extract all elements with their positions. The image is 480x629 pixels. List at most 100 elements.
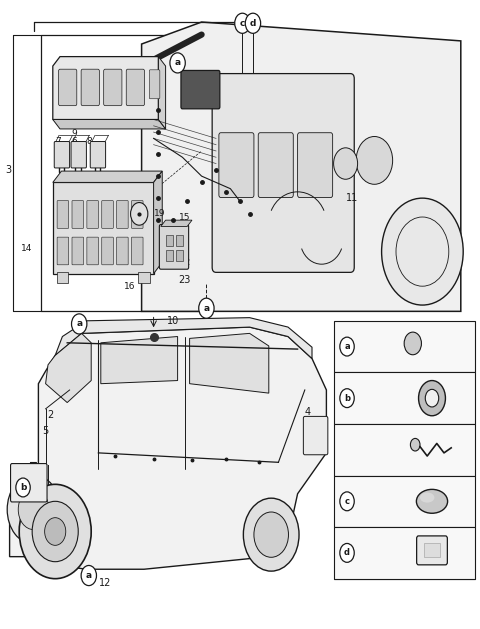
Text: 2: 2 [47, 410, 54, 420]
FancyBboxPatch shape [159, 225, 189, 269]
Text: 12: 12 [99, 578, 112, 588]
Polygon shape [46, 333, 91, 403]
Text: a: a [76, 320, 82, 328]
Circle shape [245, 13, 261, 33]
Text: 9: 9 [72, 129, 77, 138]
Circle shape [131, 203, 148, 225]
Circle shape [32, 501, 78, 562]
FancyBboxPatch shape [219, 133, 254, 198]
FancyBboxPatch shape [81, 69, 99, 106]
Ellipse shape [420, 493, 434, 503]
FancyBboxPatch shape [117, 237, 128, 265]
Circle shape [340, 337, 354, 356]
Circle shape [254, 512, 288, 557]
Text: a: a [86, 571, 92, 580]
Circle shape [425, 389, 439, 407]
Bar [176, 250, 183, 261]
Text: 17: 17 [35, 466, 47, 475]
Text: 24: 24 [368, 548, 381, 558]
FancyBboxPatch shape [102, 237, 113, 265]
Bar [53, 182, 154, 274]
FancyBboxPatch shape [417, 536, 447, 565]
Text: 13: 13 [18, 467, 28, 476]
Circle shape [404, 332, 421, 355]
FancyBboxPatch shape [102, 201, 113, 228]
Polygon shape [190, 333, 269, 393]
Text: b: b [20, 483, 26, 492]
Text: 14: 14 [21, 244, 33, 253]
Circle shape [18, 489, 49, 530]
Text: 3: 3 [6, 165, 12, 175]
Bar [57, 272, 68, 283]
Circle shape [340, 389, 354, 408]
Ellipse shape [416, 489, 447, 513]
Bar [424, 543, 440, 557]
Polygon shape [55, 318, 312, 359]
Circle shape [235, 13, 250, 33]
Circle shape [19, 484, 91, 579]
Text: 5: 5 [42, 426, 49, 436]
Circle shape [199, 298, 214, 318]
Polygon shape [101, 337, 178, 384]
FancyBboxPatch shape [72, 201, 84, 228]
Text: 15: 15 [179, 213, 191, 221]
Circle shape [356, 136, 393, 184]
Circle shape [382, 198, 463, 305]
Text: 16: 16 [124, 282, 135, 291]
Text: 23: 23 [179, 275, 191, 285]
Polygon shape [10, 327, 326, 569]
FancyBboxPatch shape [126, 69, 144, 106]
FancyBboxPatch shape [117, 201, 128, 228]
Polygon shape [158, 57, 166, 129]
Circle shape [419, 381, 445, 416]
Circle shape [340, 543, 354, 562]
Circle shape [16, 478, 30, 497]
Circle shape [7, 475, 60, 544]
Text: a: a [344, 342, 350, 351]
Text: 6: 6 [72, 137, 77, 146]
Bar [41, 35, 202, 311]
FancyBboxPatch shape [149, 70, 160, 99]
Text: 19: 19 [154, 209, 165, 218]
Polygon shape [53, 171, 162, 182]
Circle shape [243, 498, 299, 571]
Polygon shape [53, 120, 166, 129]
FancyBboxPatch shape [258, 133, 293, 198]
Bar [334, 424, 475, 476]
Bar [334, 321, 475, 372]
Bar [176, 235, 183, 246]
FancyBboxPatch shape [104, 69, 122, 106]
FancyBboxPatch shape [132, 201, 143, 228]
Text: 10: 10 [167, 316, 179, 326]
FancyBboxPatch shape [72, 237, 84, 265]
Text: a: a [204, 304, 209, 313]
Bar [334, 527, 475, 579]
FancyBboxPatch shape [90, 142, 106, 168]
Text: 4: 4 [304, 407, 310, 417]
Bar [166, 250, 173, 261]
Polygon shape [161, 220, 192, 226]
Text: 18: 18 [368, 496, 381, 506]
FancyBboxPatch shape [132, 237, 143, 265]
Text: 1: 1 [76, 244, 82, 253]
Polygon shape [154, 171, 162, 274]
FancyBboxPatch shape [87, 201, 98, 228]
Circle shape [170, 53, 185, 73]
Bar [166, 235, 173, 246]
Circle shape [72, 314, 87, 334]
Circle shape [340, 492, 354, 511]
Polygon shape [142, 22, 461, 311]
FancyBboxPatch shape [181, 70, 220, 109]
Circle shape [45, 518, 66, 545]
FancyBboxPatch shape [298, 133, 333, 198]
Circle shape [81, 565, 96, 586]
FancyBboxPatch shape [71, 142, 86, 168]
Text: c: c [345, 497, 349, 506]
Text: b: b [344, 394, 350, 403]
Text: d: d [250, 19, 256, 28]
Text: 21: 21 [368, 393, 381, 403]
Polygon shape [53, 57, 158, 120]
Text: 17: 17 [368, 445, 381, 455]
Bar [334, 476, 475, 527]
Text: 20: 20 [368, 342, 381, 352]
